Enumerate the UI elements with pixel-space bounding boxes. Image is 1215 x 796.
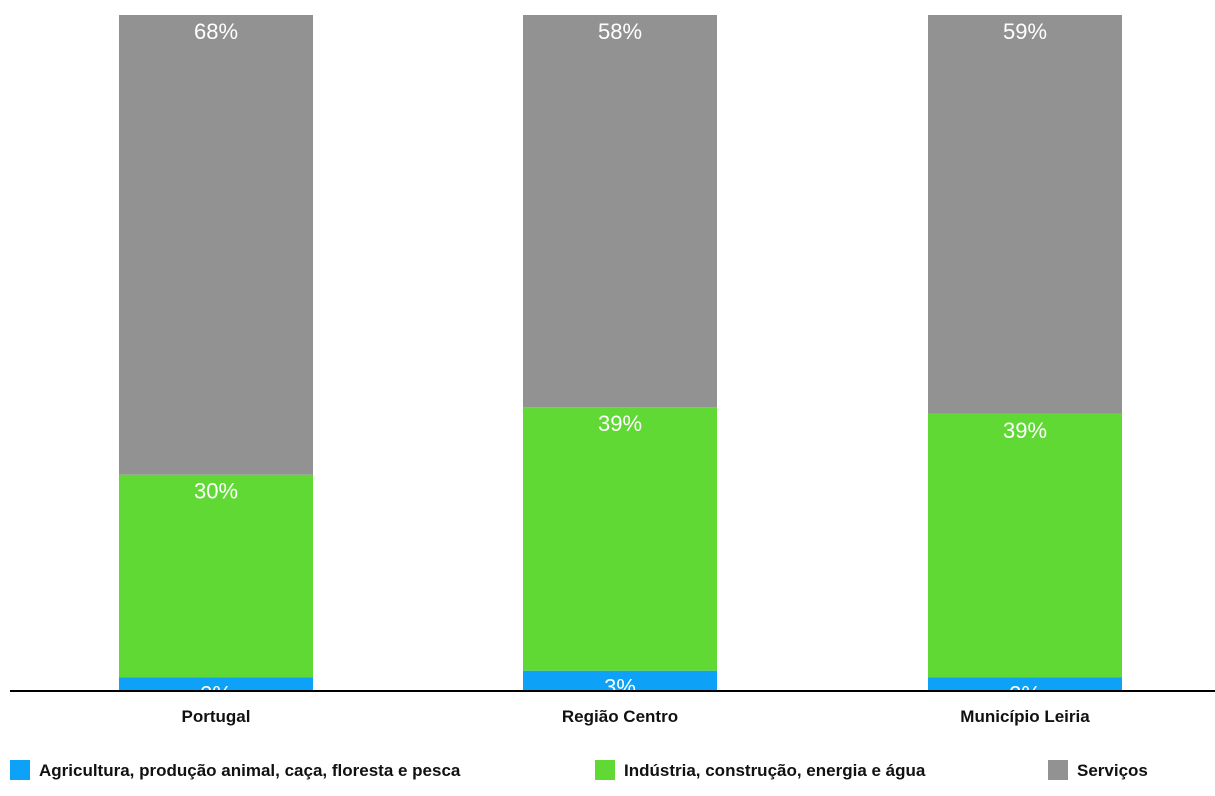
category-label-municipio-leiria: Município Leiria (960, 707, 1090, 726)
data-label-municipio-leiria-series-2: 39% (1003, 418, 1047, 443)
data-label-portugal-series-1: 2% (200, 681, 232, 706)
bar-municipio-leiria-series-3 (928, 15, 1122, 414)
data-label-municipio-leiria-series-3: 59% (1003, 19, 1047, 44)
data-label-regiao-centro-series-2: 39% (598, 411, 642, 436)
legend-swatch-series-1 (10, 760, 30, 780)
data-label-portugal-series-2: 30% (194, 479, 238, 504)
legend: Agricultura, produção animal, caça, flor… (10, 760, 1148, 780)
legend-label-series-1: Agricultura, produção animal, caça, flor… (39, 761, 461, 780)
bar-regiao-centro-series-3 (523, 15, 717, 408)
legend-swatch-series-3 (1048, 760, 1068, 780)
category-label-portugal: Portugal (182, 707, 251, 726)
category-label-regiao-centro: Região Centro (562, 707, 678, 726)
category-labels: Portugal Região Centro Município Leiria (182, 707, 1091, 726)
legend-swatch-series-2 (595, 760, 615, 780)
bars-group: 2% 30% 68% 3% 39% 58% 2% 39% 59% (119, 15, 1122, 706)
data-label-regiao-centro-series-3: 58% (598, 19, 642, 44)
bar-municipio-leiria-series-2 (928, 413, 1122, 678)
bar-municipio-leiria-series-1 (928, 677, 1122, 691)
legend-label-series-2: Indústria, construção, energia e água (624, 761, 926, 780)
bar-portugal-series-1 (119, 677, 313, 691)
bar-portugal-series-3 (119, 15, 313, 475)
bar-regiao-centro-series-2 (523, 407, 717, 671)
data-label-municipio-leiria-series-1: 2% (1009, 681, 1041, 706)
bar-portugal-series-2 (119, 474, 313, 678)
bar-regiao-centro-series-1 (523, 670, 717, 691)
data-label-regiao-centro-series-1: 3% (604, 675, 636, 700)
data-label-portugal-series-3: 68% (194, 19, 238, 44)
legend-label-series-3: Serviços (1077, 761, 1148, 780)
